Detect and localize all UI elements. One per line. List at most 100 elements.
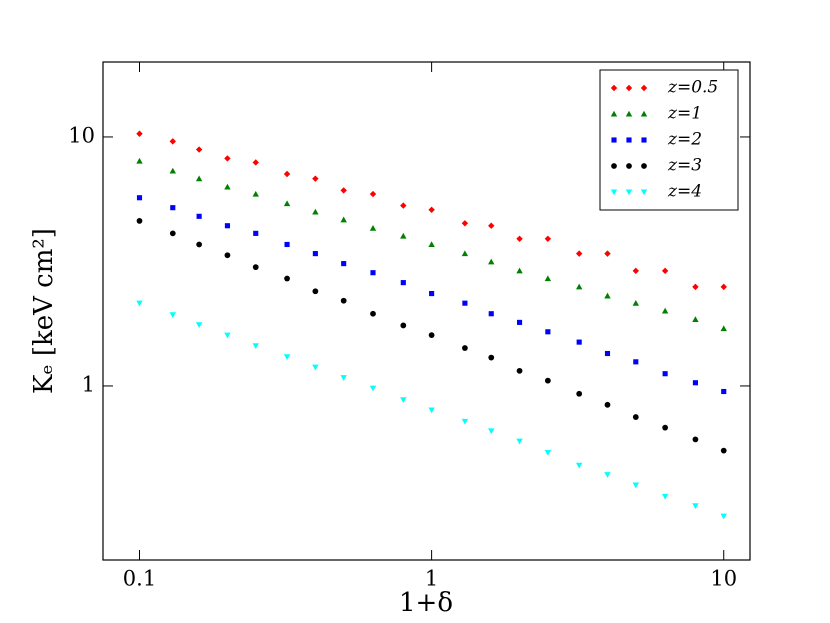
point [611, 163, 617, 169]
point [400, 232, 407, 239]
point [662, 424, 669, 431]
point [604, 350, 611, 357]
point [428, 206, 435, 213]
point [604, 250, 611, 257]
point [692, 380, 698, 386]
point [428, 407, 435, 414]
legend-label: z=0.5 [667, 78, 718, 98]
point [252, 190, 259, 197]
point [576, 390, 583, 397]
point [626, 137, 632, 143]
point [516, 267, 523, 274]
point [611, 137, 617, 143]
point [625, 110, 633, 117]
y-tick-label: 1 [82, 372, 95, 396]
point [340, 216, 347, 223]
point [661, 267, 669, 275]
point [576, 339, 582, 345]
point [284, 275, 290, 282]
point [661, 307, 669, 314]
point [283, 200, 291, 207]
point [252, 343, 259, 349]
point [169, 167, 176, 174]
legend-label: z=4 [667, 182, 702, 202]
point [312, 175, 319, 182]
point [429, 291, 435, 297]
point [195, 146, 203, 153]
point [283, 354, 291, 360]
point [640, 84, 648, 92]
point [462, 300, 468, 306]
point [610, 189, 618, 196]
point [312, 364, 319, 371]
point [369, 225, 377, 231]
point [604, 472, 611, 478]
point [625, 84, 633, 92]
point [224, 183, 231, 190]
point [516, 319, 523, 325]
point [692, 316, 699, 322]
point [284, 241, 290, 248]
point [428, 241, 435, 248]
legend-box [599, 69, 739, 211]
point [516, 438, 523, 445]
point [720, 513, 727, 520]
point [370, 270, 376, 276]
point [640, 110, 648, 117]
point [283, 170, 291, 178]
point [369, 385, 377, 392]
point [641, 137, 647, 143]
point [632, 482, 640, 489]
point [575, 462, 583, 469]
point [252, 159, 259, 166]
point [626, 163, 632, 169]
point [428, 332, 435, 339]
point [136, 130, 143, 137]
point [544, 275, 552, 282]
y-axis-label: Kₑ [keV cm²] [29, 228, 59, 394]
point [195, 322, 203, 329]
point [400, 322, 407, 329]
point [633, 359, 639, 365]
point [488, 428, 495, 435]
point [312, 208, 319, 215]
point [340, 375, 347, 381]
point [721, 388, 727, 395]
point [575, 250, 583, 257]
point [692, 436, 699, 443]
point [169, 138, 176, 145]
point [692, 283, 699, 291]
point [169, 230, 176, 237]
point [400, 202, 407, 209]
point [136, 195, 143, 201]
x-tick-label: 1 [425, 567, 438, 591]
point [516, 367, 523, 374]
point [136, 300, 143, 307]
point [720, 447, 727, 454]
x-tick-label: 0.1 [123, 567, 156, 591]
point [370, 310, 376, 317]
point [604, 401, 611, 408]
point [369, 190, 377, 198]
point [461, 418, 469, 425]
x-tick-label: 10 [710, 567, 737, 591]
legend-label: z=1 [667, 104, 702, 124]
point [641, 163, 647, 169]
legend-label: z=2 [667, 130, 702, 150]
point [662, 371, 668, 377]
point [488, 222, 495, 229]
plot-frame [102, 61, 751, 561]
point [516, 235, 523, 242]
point [196, 241, 203, 248]
point [640, 189, 648, 196]
point [544, 235, 552, 242]
point [692, 503, 699, 510]
point [720, 283, 727, 291]
point [341, 261, 347, 267]
point [340, 187, 347, 194]
point [632, 267, 640, 275]
point [575, 283, 583, 290]
point [610, 110, 618, 117]
point [461, 220, 469, 227]
